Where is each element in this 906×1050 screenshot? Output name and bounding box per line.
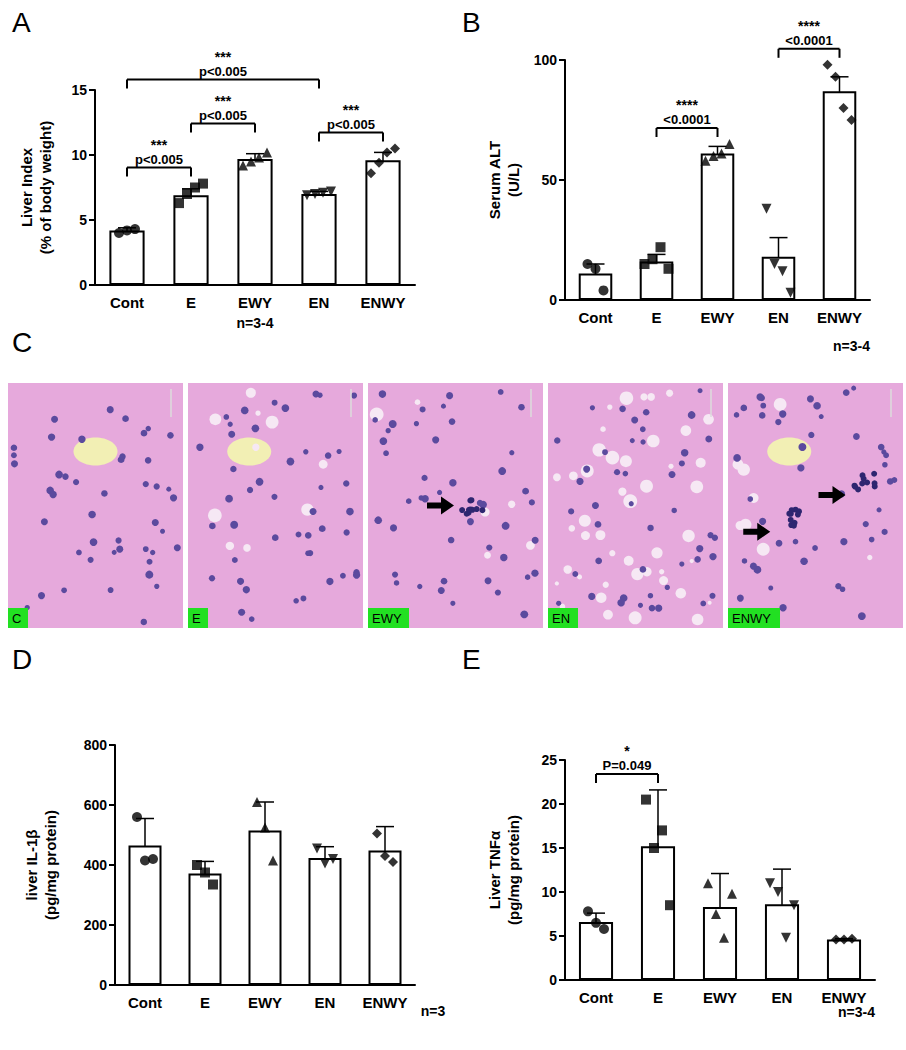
svg-text:<0.0001: <0.0001	[785, 33, 832, 48]
svg-text:E: E	[192, 611, 201, 626]
svg-text:E: E	[186, 294, 196, 311]
svg-text:p<0.005: p<0.005	[327, 117, 375, 132]
svg-text:***: ***	[215, 93, 232, 109]
svg-text:<0.0001: <0.0001	[663, 112, 710, 127]
svg-text:20: 20	[541, 796, 557, 812]
svg-text:EN: EN	[552, 611, 570, 626]
svg-text:EWY: EWY	[238, 294, 272, 311]
svg-text:Cont: Cont	[579, 989, 613, 1006]
svg-text:****: ****	[798, 18, 820, 34]
svg-text:liver IL-1β: liver IL-1β	[23, 830, 40, 901]
svg-text:600: 600	[84, 797, 108, 813]
svg-text:ENWY: ENWY	[732, 611, 771, 626]
svg-text:***: ***	[151, 137, 168, 153]
svg-text:10: 10	[71, 147, 87, 163]
svg-text:25: 25	[541, 752, 557, 768]
svg-text:800: 800	[84, 737, 108, 753]
svg-text:n=3-4: n=3-4	[237, 315, 274, 331]
svg-text:E: E	[462, 644, 481, 675]
svg-text:E: E	[651, 309, 661, 326]
svg-text:ENWY: ENWY	[817, 309, 862, 326]
svg-text:p<0.005: p<0.005	[199, 64, 247, 79]
svg-text:Liver Index: Liver Index	[18, 147, 35, 227]
svg-text:****: ****	[676, 97, 698, 113]
svg-text:P=0.049: P=0.049	[603, 758, 652, 773]
svg-text:EWY: EWY	[372, 611, 402, 626]
svg-text:ENWY: ENWY	[363, 994, 408, 1011]
svg-text:50: 50	[541, 172, 557, 188]
svg-text:n=3-4: n=3-4	[833, 338, 870, 354]
svg-text:B: B	[462, 7, 481, 38]
svg-text:p<0.005: p<0.005	[199, 108, 247, 123]
svg-text:15: 15	[541, 840, 557, 856]
svg-text:EWY: EWY	[700, 309, 734, 326]
svg-text:***: ***	[215, 49, 232, 65]
svg-text:10: 10	[541, 884, 557, 900]
svg-text:EN: EN	[309, 294, 330, 311]
svg-text:E: E	[653, 989, 663, 1006]
svg-text:0: 0	[99, 977, 107, 993]
svg-text:(pg/mg protein): (pg/mg protein)	[505, 815, 522, 925]
svg-text:C: C	[12, 611, 21, 626]
svg-text:100: 100	[534, 52, 558, 68]
svg-text:EN: EN	[772, 989, 793, 1006]
svg-text:Cont: Cont	[110, 294, 144, 311]
svg-text:D: D	[12, 644, 32, 675]
svg-text:E: E	[200, 994, 210, 1011]
svg-text:ENWY: ENWY	[361, 294, 406, 311]
svg-text:5: 5	[549, 928, 557, 944]
svg-text:ENWY: ENWY	[821, 989, 867, 1006]
svg-text:5: 5	[79, 212, 87, 228]
svg-text:Cont: Cont	[128, 994, 162, 1011]
svg-text:***: ***	[343, 102, 360, 118]
svg-text:EWY: EWY	[703, 989, 737, 1006]
svg-text:n=3: n=3	[421, 1003, 446, 1019]
svg-text:n=3-4: n=3-4	[838, 1004, 875, 1020]
svg-text:EN: EN	[315, 994, 336, 1011]
svg-text:200: 200	[84, 917, 108, 933]
svg-text:Serum ALT: Serum ALT	[486, 141, 503, 219]
svg-text:EWY: EWY	[248, 994, 282, 1011]
svg-text:(% of body weight): (% of body weight)	[37, 121, 54, 254]
svg-text:0: 0	[549, 972, 557, 988]
svg-text:A: A	[12, 7, 31, 38]
svg-text:EN: EN	[768, 309, 789, 326]
svg-text:400: 400	[84, 857, 108, 873]
svg-text:Cont: Cont	[578, 309, 612, 326]
svg-text:*: *	[624, 743, 630, 759]
svg-text:Liver TNFα: Liver TNFα	[486, 830, 503, 909]
svg-text:0: 0	[79, 277, 87, 293]
svg-text:15: 15	[71, 82, 87, 98]
svg-text:p<0.005: p<0.005	[135, 152, 183, 167]
svg-text:(U/L): (U/L)	[505, 163, 522, 197]
svg-text:(pg/mg protein): (pg/mg protein)	[42, 810, 59, 920]
svg-text:0: 0	[549, 292, 557, 308]
svg-text:C: C	[12, 327, 32, 358]
